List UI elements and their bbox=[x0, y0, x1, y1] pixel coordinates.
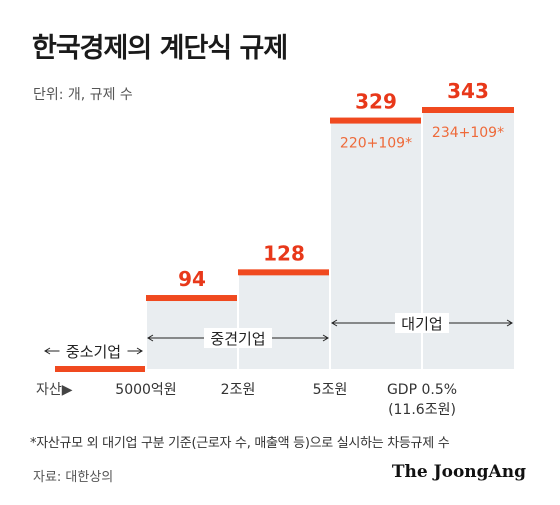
x-tick-label: (11.6조원) bbox=[388, 402, 456, 418]
stair-chart: 94 128 329 343 220+109* 234+109* 중소기업 중견기업 대기업자산… bbox=[36, 79, 514, 418]
svg-text:대기업: 대기업 bbox=[401, 315, 442, 333]
step-line bbox=[55, 366, 146, 372]
step-line bbox=[330, 117, 422, 124]
range-small-biz: 중소기업 bbox=[44, 341, 143, 361]
step-line bbox=[238, 269, 330, 276]
value-label: 329 bbox=[355, 90, 397, 114]
footnote: *자산규모 외 대기업 구분 기준(근로자 수, 매출액 등)으로 실시하는 차… bbox=[30, 436, 450, 451]
breakdown-label: 220+109* bbox=[340, 136, 412, 152]
svg-text:중소기업: 중소기업 bbox=[66, 343, 121, 361]
svg-text:중견기업: 중견기업 bbox=[210, 330, 265, 348]
value-label: 343 bbox=[447, 79, 489, 103]
x-tick-label: 5000억원 bbox=[115, 382, 176, 398]
x-tick-label: 2조원 bbox=[221, 382, 256, 398]
step-area bbox=[238, 272, 330, 369]
x-tick-label: GDP 0.5% bbox=[387, 382, 457, 398]
x-axis-label: 자산▶ bbox=[36, 382, 73, 398]
breakdown-label: 234+109* bbox=[432, 125, 504, 141]
chart-title: 한국경제의 계단식 규제 bbox=[32, 33, 288, 64]
range-large-biz: 대기업 bbox=[331, 313, 513, 333]
range-mid-biz: 중견기업 bbox=[147, 328, 329, 348]
unit-label: 단위: 개, 규제 수 bbox=[33, 87, 133, 103]
brand-logo: The JoongAng bbox=[391, 462, 526, 482]
x-tick-label: 5조원 bbox=[313, 382, 348, 398]
value-label: 128 bbox=[263, 241, 305, 265]
source-label: 자료: 대한상의 bbox=[33, 470, 114, 485]
step-line bbox=[146, 295, 238, 302]
value-label: 94 bbox=[178, 267, 206, 291]
step-line bbox=[422, 107, 514, 113]
